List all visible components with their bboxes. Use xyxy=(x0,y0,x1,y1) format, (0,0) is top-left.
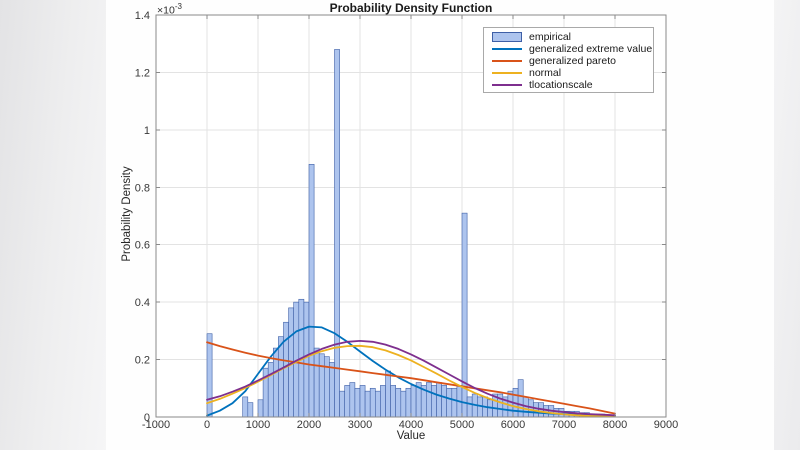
legend-swatch-tlocationscale xyxy=(492,84,522,86)
histogram-bar xyxy=(354,387,361,418)
legend-swatch-normal xyxy=(492,72,522,74)
histogram-bar xyxy=(359,385,366,418)
legend-item-generalized-pareto: generalized pareto xyxy=(484,55,653,67)
histogram-bar xyxy=(308,164,315,418)
legend-item-generalized-extreme-value: generalized extreme value xyxy=(484,43,653,55)
histogram-bar xyxy=(405,387,412,418)
y-tick-label: 0.2 xyxy=(135,355,150,367)
legend-line-icon xyxy=(492,60,522,62)
y-tick-label: 1 xyxy=(144,125,150,137)
histogram-bar xyxy=(242,396,249,418)
histogram-bar xyxy=(339,390,346,418)
histogram-bar xyxy=(334,49,340,418)
histogram-bar xyxy=(436,382,442,418)
x-tick-label: 4000 xyxy=(399,419,423,431)
histogram-bar xyxy=(313,347,320,418)
y-axis-label: Probability Density xyxy=(121,166,133,262)
y-tick-label: 0.8 xyxy=(135,182,150,194)
x-tick-label: 8000 xyxy=(603,419,627,431)
histogram-bar xyxy=(349,382,356,418)
histogram-bar xyxy=(283,321,289,418)
x-tick-label: 2000 xyxy=(297,419,321,431)
histogram-bar xyxy=(369,387,376,418)
histogram-bar xyxy=(431,385,437,418)
histogram-bar xyxy=(318,353,325,418)
x-axis-label: Value xyxy=(396,430,426,442)
histogram-bar xyxy=(446,387,453,418)
legend-line-icon xyxy=(492,72,522,74)
legend-line-icon xyxy=(492,84,522,86)
legend-label-generalized-extreme-value: generalized extreme value xyxy=(529,43,653,55)
y-tick-label: 1.4 xyxy=(135,10,150,22)
histogram-bar xyxy=(303,301,310,418)
x-tick-label: 9000 xyxy=(654,419,678,431)
series-line-tlocationscale xyxy=(206,339,616,417)
histogram-bar xyxy=(206,333,213,418)
histogram-bar xyxy=(400,390,407,418)
histogram-bar xyxy=(390,385,397,418)
legend-label-generalized-pareto: generalized pareto xyxy=(529,55,616,67)
x-tick-label: 3000 xyxy=(348,419,372,431)
histogram-bar xyxy=(364,390,371,418)
histogram-bar xyxy=(395,387,402,418)
y-tick-label: 1.2 xyxy=(135,67,150,79)
legend-box[interactable]: empirical generalized extreme value genera… xyxy=(483,27,654,93)
x-tick-label: -1000 xyxy=(142,419,170,431)
legend-swatch-generalized-pareto xyxy=(492,60,522,62)
histogram-bar xyxy=(385,370,391,418)
x-tick-label: 5000 xyxy=(450,419,474,431)
y-tick-label: 0.6 xyxy=(135,240,150,252)
legend-item-empirical: empirical xyxy=(484,31,653,43)
x-tick-label: 1000 xyxy=(246,419,270,431)
y-tick-label: 0 xyxy=(144,412,150,424)
x-tick-label: 0 xyxy=(204,419,210,431)
chart-title: Probability Density Function xyxy=(329,1,493,15)
y-tick-label: 0.4 xyxy=(135,297,150,309)
histogram-bar xyxy=(267,362,274,418)
histogram-bar xyxy=(425,382,432,418)
histogram-bar xyxy=(278,336,284,418)
histogram-bar xyxy=(257,399,264,418)
legend-swatch-generalized-extreme-value xyxy=(492,48,522,50)
legend-patch-icon xyxy=(492,32,522,42)
x-tick-label: 7000 xyxy=(552,419,576,431)
histogram-bar xyxy=(380,385,386,418)
histogram-bar xyxy=(451,387,458,418)
legend-label-tlocationscale: tlocationscale xyxy=(529,79,593,91)
legend-item-normal: normal xyxy=(484,67,653,79)
histogram-bar xyxy=(344,385,351,418)
x-tick-label: 6000 xyxy=(501,419,525,431)
y-axis-exponent: ×10-3 xyxy=(157,2,182,17)
legend-swatch-empirical xyxy=(492,32,522,42)
histogram-bar xyxy=(466,396,473,418)
legend-item-tlocationscale: tlocationscale xyxy=(484,79,653,91)
histogram-bar xyxy=(410,385,417,418)
histogram-bar xyxy=(374,390,381,418)
series-line-generalized-pareto xyxy=(206,341,616,415)
legend-label-empirical: empirical xyxy=(529,31,572,43)
legend-label-normal: normal xyxy=(529,67,562,79)
histogram-bar xyxy=(329,362,335,418)
histogram-bar xyxy=(441,385,448,418)
legend-line-icon xyxy=(492,48,522,50)
histogram-bar xyxy=(247,402,254,418)
